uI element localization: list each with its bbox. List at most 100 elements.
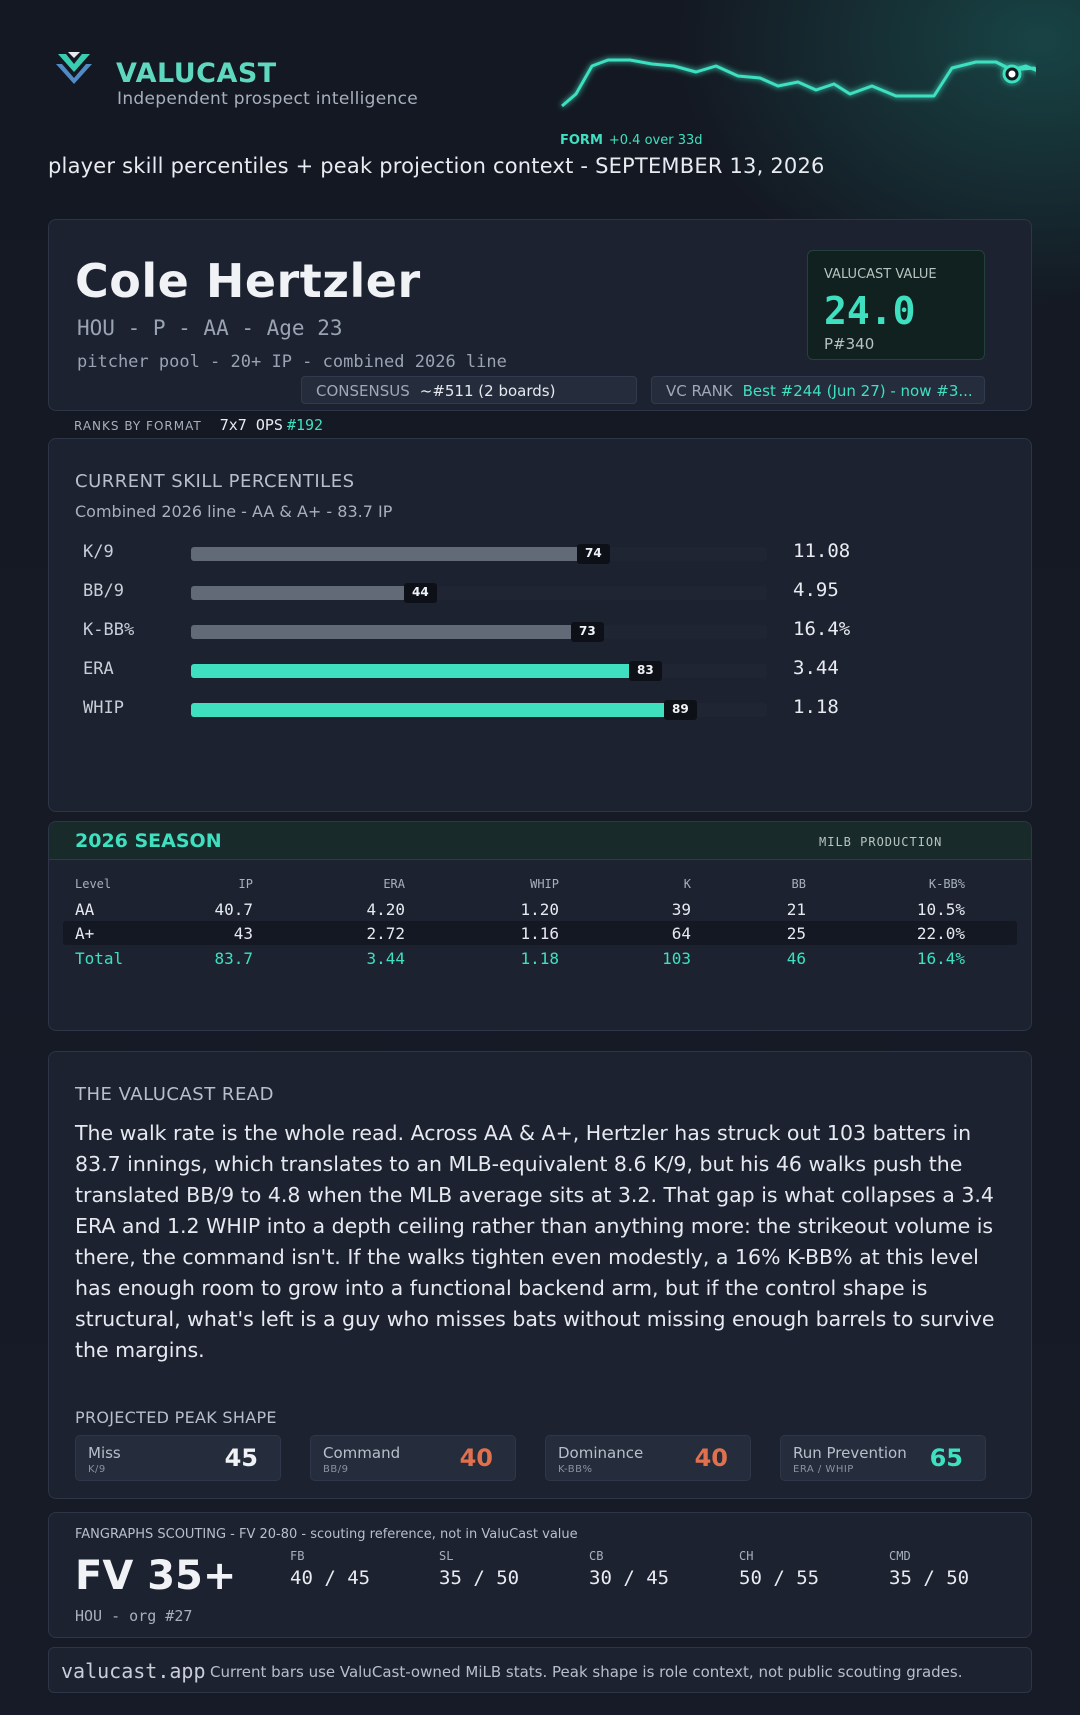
percentile-label: K/9	[83, 542, 114, 562]
player-meta: HOU - P - AA - Age 23	[77, 316, 343, 340]
table-cell: WHIP	[530, 877, 559, 891]
percentile-badge: 83	[629, 661, 662, 681]
table-cell: K	[683, 877, 691, 891]
percentile-track: 83	[191, 661, 767, 681]
player-name: Cole Hertzler	[75, 254, 421, 308]
percentile-value: 4.95	[793, 579, 839, 601]
consensus-label: CONSENSUS	[316, 382, 410, 400]
table-row: Total 83.7 3.44 1.18 103 46 16.4%	[49, 946, 1031, 970]
ranks-label: RANKS BY FORMAT	[74, 419, 202, 433]
peak-shape-box: Run Prevention ERA / WHIP 65	[780, 1435, 986, 1481]
percentile-value: 11.08	[793, 540, 851, 562]
form-delta: +0.4 over 33d	[608, 133, 703, 148]
footer-domain[interactable]: valucast.app	[61, 1659, 206, 1683]
table-cell: A+	[75, 924, 95, 943]
table-cell: 103	[662, 949, 691, 968]
percentile-value: 1.18	[793, 696, 839, 718]
table-cell: K-BB%	[928, 877, 965, 891]
table-cell: 1.16	[520, 924, 559, 943]
table-cell: 2.72	[366, 924, 405, 943]
table-cell: BB	[791, 877, 806, 891]
percentile-label: WHIP	[83, 698, 124, 718]
table-cell: 1.18	[520, 949, 559, 968]
ranks-format: 7x7 OPS	[219, 416, 283, 434]
pitch-grade-value: 40 / 45	[290, 1567, 371, 1589]
form-trend-label: FORM +0.4 over 33d	[560, 133, 703, 148]
player-pool: pitcher pool - 20+ IP - combined 2026 li…	[77, 352, 507, 372]
peak-shape-box: Dominance K-BB% 40	[545, 1435, 751, 1481]
percentile-track: 74	[191, 544, 767, 564]
season-card: 2026 SEASON MILB PRODUCTION Level IP ERA WH…	[48, 821, 1032, 1031]
table-cell: 10.5%	[916, 900, 965, 919]
percentile-row: K-BB% 73 16.4%	[49, 616, 1033, 646]
peak-stat: K/9	[88, 1464, 106, 1475]
pitch-grade-value: 35 / 50	[889, 1567, 970, 1589]
percentile-track: 89	[191, 700, 767, 720]
table-cell: AA	[75, 900, 95, 919]
table-cell: 25	[786, 924, 806, 943]
pitch-label: SL	[439, 1549, 454, 1563]
pitch-grade: CH 50 / 55	[739, 1549, 819, 1589]
pitch-label: CB	[589, 1549, 604, 1563]
table-cell: ERA	[383, 877, 405, 891]
ranks-by-format: RANKS BY FORMAT 7x7 OPS #192	[74, 416, 323, 434]
percentile-bar	[191, 625, 575, 639]
percentile-value: 3.44	[793, 657, 839, 679]
percentile-row: ERA 83 3.44	[49, 655, 1033, 685]
scouting-header: FANGRAPHS SCOUTING - FV 20-80 - scouting…	[75, 1527, 578, 1542]
peak-grade: 40	[694, 1444, 728, 1472]
table-cell: 22.0%	[916, 924, 965, 943]
form-label: FORM	[560, 133, 603, 148]
season-title: 2026 SEASON	[75, 830, 222, 852]
vc-rank-label: VC RANK	[666, 382, 733, 400]
table-cell: 16.4%	[916, 949, 965, 968]
pitch-label: FB	[290, 1549, 305, 1563]
pitch-label: CH	[739, 1549, 754, 1563]
peak-stat: BB/9	[323, 1464, 349, 1475]
footer: valucast.app Current bars use ValuCast-o…	[48, 1647, 1032, 1693]
vc-rank-pill: VC RANK Best #244 (Jun 27) - now #3...	[651, 376, 985, 404]
valucast-read-card: THE VALUCAST READ The walk rate is the w…	[48, 1051, 1032, 1499]
percentile-row: K/9 74 11.08	[49, 538, 1033, 568]
percentile-bar	[191, 664, 633, 678]
percentile-badge: 44	[404, 583, 437, 603]
scouting-card: FANGRAPHS SCOUTING - FV 20-80 - scouting…	[48, 1512, 1032, 1638]
value-rank: P#340	[824, 335, 875, 353]
percentile-badge: 89	[664, 700, 697, 720]
future-value: FV 35+	[75, 1553, 237, 1599]
season-header: 2026 SEASON MILB PRODUCTION	[49, 822, 1031, 860]
table-cell: 46	[786, 949, 806, 968]
percentile-row: BB/9 44 4.95	[49, 577, 1033, 607]
peak-grade: 65	[929, 1444, 963, 1472]
table-cell: 83.7	[214, 949, 253, 968]
table-cell: 3.44	[366, 949, 405, 968]
peak-name: Miss	[88, 1444, 121, 1462]
peak-name: Dominance	[558, 1444, 644, 1462]
peak-stat: ERA / WHIP	[793, 1464, 854, 1475]
pitch-grade: FB 40 / 45	[290, 1549, 370, 1589]
peak-shape-box: Miss K/9 45	[75, 1435, 281, 1481]
table-cell: 39	[671, 900, 691, 919]
table-cell: 40.7	[214, 900, 253, 919]
peak-grade: 40	[459, 1444, 493, 1472]
pitch-grade: CMD 35 / 50	[889, 1549, 969, 1589]
ranks-rank: #192	[286, 416, 324, 434]
percentile-label: BB/9	[83, 581, 124, 601]
vc-rank-value: Best #244 (Jun 27) - now #3...	[742, 382, 973, 400]
table-cell: 21	[786, 900, 806, 919]
percentile-track: 44	[191, 583, 767, 603]
table-cell: Level	[75, 877, 112, 891]
table-cell: IP	[238, 877, 253, 891]
valucast-logo-icon	[56, 52, 92, 84]
peak-grade: 45	[224, 1444, 258, 1472]
peak-name: Command	[323, 1444, 401, 1462]
pitch-grade-value: 30 / 45	[589, 1567, 670, 1589]
peak-name: Run Prevention	[793, 1444, 907, 1462]
page-subtitle: player skill percentiles + peak projecti…	[48, 154, 825, 178]
pitch-grade: SL 35 / 50	[439, 1549, 519, 1589]
table-cell: 64	[671, 924, 691, 943]
peak-title: PROJECTED PEAK SHAPE	[75, 1408, 277, 1427]
value-number: 24.0	[824, 289, 916, 333]
footer-note: Current bars use ValuCast-owned MiLB sta…	[210, 1663, 963, 1681]
table-cell: 43	[233, 924, 253, 943]
